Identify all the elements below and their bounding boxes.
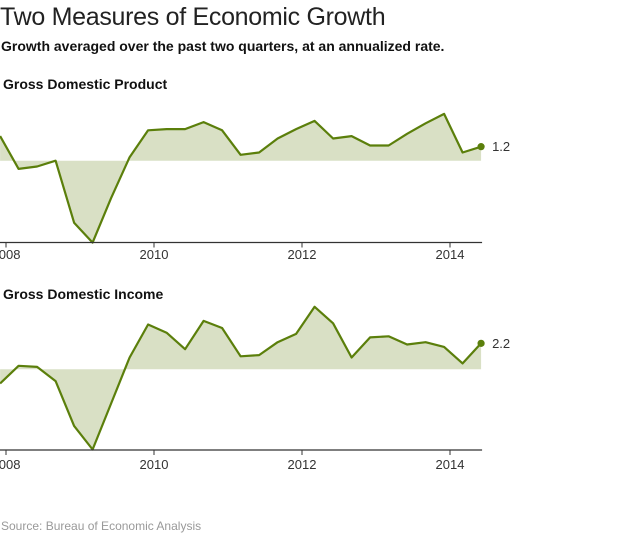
x-tick-label: 2010 (140, 247, 169, 262)
x-tick-label: 2012 (288, 247, 317, 262)
area-fill (0, 113, 482, 243)
end-value-label: 2.2 (492, 336, 510, 351)
x-tick-label: 2014 (436, 247, 465, 262)
end-point-marker (477, 339, 485, 347)
panel-title: Gross Domestic Product (3, 76, 167, 92)
x-tick-label: 2014 (436, 457, 465, 472)
x-tick-label: 2010 (140, 457, 169, 472)
x-tick-label: 2012 (288, 457, 317, 472)
chart-subtitle: Growth averaged over the past two quarte… (1, 38, 445, 54)
area-fill (0, 306, 482, 450)
source-note: Source: Bureau of Economic Analysis (1, 519, 202, 533)
chart-title: Two Measures of Economic Growth (0, 3, 386, 31)
panel-title: Gross Domestic Income (3, 286, 163, 302)
end-point-marker (477, 143, 485, 151)
end-value-label: 1.2 (492, 139, 510, 154)
